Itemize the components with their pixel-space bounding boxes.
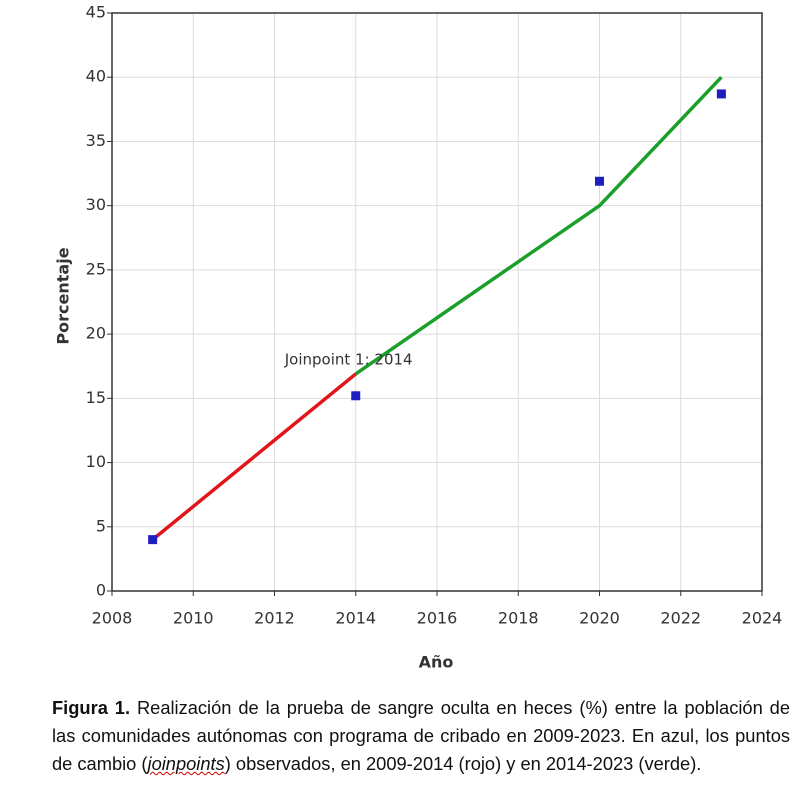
y-tick-label: 45 (86, 3, 106, 22)
caption-text: ) observados, en 2009-2014 (rojo) y en 2… (224, 753, 702, 774)
x-tick-label: 2020 (579, 609, 620, 628)
y-axis-label: Porcentaje (54, 247, 73, 344)
point (595, 176, 604, 186)
point (148, 535, 158, 545)
x-tick-label: 2012 (254, 609, 295, 628)
x-tick-label: 2016 (417, 609, 458, 628)
x-tick-label: 2014 (335, 609, 376, 628)
point (716, 89, 726, 99)
caption-label: Figura 1. (52, 697, 131, 718)
x-tick-label: 2010 (173, 609, 214, 628)
y-tick-label: 25 (86, 259, 106, 278)
x-axis-label: Año (419, 653, 454, 672)
trend-line (354, 76, 723, 376)
annotation: Joinpoint 1: 2014 (284, 350, 413, 368)
x-tick-label: 2024 (742, 609, 783, 628)
y-tick-label: 30 (86, 195, 106, 214)
y-tick-label: 15 (86, 388, 106, 407)
plot-frame (111, 12, 763, 592)
chart: Año Porcentaje 2008 2010 2012 2014 2016 2018 2… (54, 3, 783, 672)
trend-line (151, 372, 357, 541)
x-tick-label: 2018 (498, 609, 539, 628)
caption-text: Realización de la prueba de sangre ocult… (52, 697, 790, 774)
y-tick-label: 10 (86, 452, 106, 471)
point (351, 391, 361, 401)
caption-emphasis: joinpoints (147, 753, 225, 774)
x-tick-label: 2008 (92, 609, 133, 628)
y-tick-label: 0 (96, 581, 106, 600)
y-tick-label: 20 (86, 324, 106, 343)
x-tick-label: 2022 (660, 609, 701, 628)
y-tick-label: 35 (86, 131, 106, 150)
y-tick-label: 40 (86, 67, 106, 86)
caption: Figura 1. Realización de la prueba de sa… (52, 694, 790, 778)
y-tick-label: 5 (96, 516, 106, 535)
